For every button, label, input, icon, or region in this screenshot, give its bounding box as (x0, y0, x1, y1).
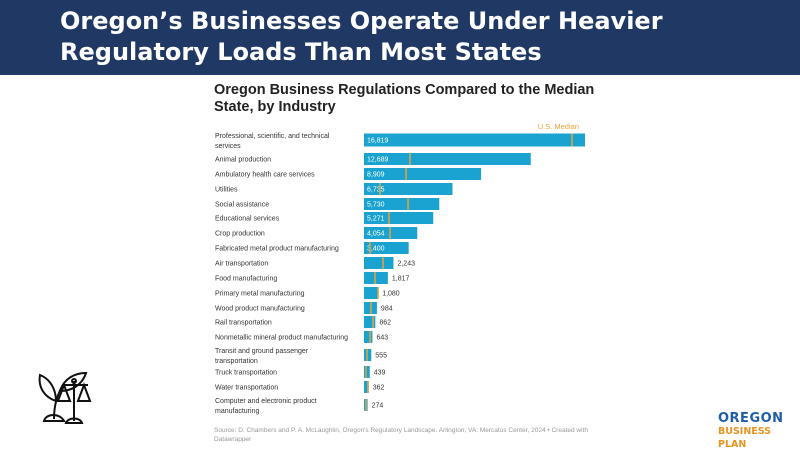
median-marker (377, 287, 379, 299)
value-label: 274 (372, 403, 384, 410)
category-label: Crop production (215, 231, 265, 238)
bar (364, 272, 388, 284)
category-label: Utilities (215, 187, 238, 194)
median-marker (382, 257, 384, 269)
chart-title: Oregon Business Regulations Compared to … (214, 82, 595, 115)
value-label: 555 (375, 353, 387, 360)
bar (364, 198, 440, 210)
median-marker (571, 133, 573, 147)
category-label: Transit and ground passenger transportati… (215, 348, 309, 365)
median-marker (365, 399, 367, 411)
median-marker (367, 381, 369, 393)
category-label: Ambulatory health care services (215, 172, 315, 179)
value-label: 2,243 (397, 261, 415, 268)
value-label: 862 (379, 320, 391, 327)
category-label: Professional, scientific, and technical s… (215, 133, 330, 150)
median-marker (405, 168, 407, 180)
value-label: 8,909 (367, 172, 385, 179)
median-marker (379, 183, 381, 195)
category-label: Educational services (215, 216, 280, 223)
bar (364, 257, 394, 269)
bar (364, 242, 409, 254)
median-marker (409, 153, 411, 165)
category-label: Primary metal manufacturing (215, 291, 305, 298)
oregon-business-plan-logo: OREGON BUSINESS PLAN (718, 411, 784, 450)
value-label: 3,400 (367, 246, 385, 253)
value-label: 984 (381, 306, 393, 313)
bar (364, 287, 379, 299)
bar (364, 316, 376, 328)
value-label: 1,080 (382, 291, 400, 298)
bar (364, 168, 482, 180)
category-label: Computer and electronic product manufactu… (215, 398, 317, 415)
median-legend-label: U.S. Median (538, 122, 579, 131)
category-label: Air transportation (215, 261, 268, 268)
value-label: 5,271 (367, 216, 385, 223)
median-marker (370, 302, 372, 314)
value-label: 12,689 (367, 157, 389, 164)
median-marker (388, 212, 390, 224)
title-banner: Oregon’s Businesses Operate Under Heavie… (0, 0, 800, 75)
bar (364, 153, 531, 165)
median-marker (365, 366, 367, 378)
bar (364, 331, 373, 343)
category-label: Fabricated metal product manufacturing (215, 246, 339, 253)
bar (364, 212, 434, 224)
bar (364, 381, 369, 393)
value-label: 6,735 (367, 187, 385, 194)
value-label: 439 (374, 370, 386, 377)
source-note: Source: D. Chambers and P. A. McLaughlin… (214, 427, 588, 443)
plant-scales-icon (38, 371, 92, 424)
category-label: Food manufacturing (215, 276, 277, 283)
category-label: Nonmetallic mineral product manufacturin… (215, 335, 348, 342)
category-label: Rail transportation (215, 320, 272, 327)
bar (364, 133, 585, 147)
median-marker (407, 198, 409, 210)
category-label: Wood product manufacturing (215, 306, 305, 313)
value-label: 362 (373, 385, 385, 392)
median-marker (374, 272, 376, 284)
value-label: 5,730 (367, 202, 385, 209)
category-label: Social assistance (215, 202, 269, 209)
median-marker (369, 242, 371, 254)
slide-title: Oregon’s Businesses Operate Under Heavie… (60, 7, 663, 66)
median-marker (389, 227, 391, 239)
category-label: Animal production (215, 157, 271, 164)
bar (364, 366, 370, 378)
value-label: 4,054 (367, 231, 385, 238)
bar (364, 183, 453, 195)
category-label: Truck transportation (215, 370, 277, 377)
category-label: Water transportation (215, 385, 278, 392)
median-marker (372, 316, 374, 328)
median-marker (369, 331, 371, 343)
value-label: 1,817 (392, 276, 410, 283)
value-label: 643 (376, 335, 388, 342)
value-label: 16,819 (367, 138, 389, 145)
median-marker (366, 349, 368, 361)
